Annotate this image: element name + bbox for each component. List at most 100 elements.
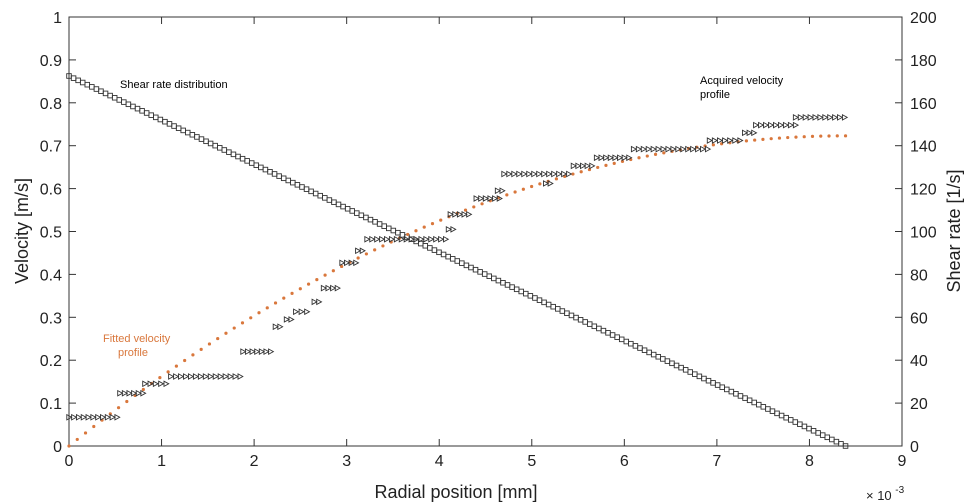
fitted-velocity-point bbox=[290, 291, 294, 296]
acquired-velocity-point bbox=[131, 389, 138, 397]
fitted-velocity-point bbox=[653, 152, 658, 157]
shear-rate-point bbox=[303, 186, 310, 192]
acquired-velocity-point bbox=[466, 210, 473, 218]
shear-rate-point bbox=[189, 132, 196, 138]
acquired-velocity-point bbox=[344, 259, 351, 267]
shear-rate-point bbox=[121, 99, 127, 105]
acquired-velocity-point bbox=[742, 129, 749, 137]
shear-rate-point bbox=[445, 253, 451, 260]
shear-rate-point bbox=[253, 162, 260, 168]
acquired-velocity-point bbox=[263, 348, 270, 355]
shear-rate-point bbox=[733, 391, 739, 397]
acquired-velocity-point bbox=[700, 145, 707, 153]
shear-rate-point bbox=[838, 441, 844, 447]
shear-rate-point bbox=[376, 221, 383, 227]
acquired-velocity-point bbox=[142, 380, 149, 388]
acquired-velocity-point bbox=[178, 373, 185, 380]
acquired-velocity-point bbox=[355, 247, 362, 255]
acquired-velocity-point bbox=[311, 298, 318, 306]
fitted-velocity-point bbox=[463, 208, 468, 212]
fitted-velocity-point bbox=[216, 336, 220, 341]
series-shear-rate bbox=[66, 73, 849, 449]
fitted-velocity-point bbox=[480, 202, 484, 206]
acquired-velocity-point bbox=[158, 380, 165, 388]
shear-rate-point bbox=[591, 323, 598, 330]
shear-rate-point bbox=[650, 351, 657, 358]
shear-rate-point bbox=[618, 336, 625, 343]
acquired-velocity-point bbox=[244, 348, 252, 355]
shear-rate-point bbox=[660, 356, 666, 362]
acquired-velocity-point bbox=[487, 195, 494, 202]
fitted-velocity-point bbox=[761, 137, 765, 141]
acquired-velocity-point bbox=[536, 170, 543, 178]
acquired-velocity-point bbox=[408, 235, 415, 243]
shear-rate-point bbox=[577, 317, 584, 323]
acquired-velocity-point bbox=[403, 235, 410, 243]
acquired-velocity-point bbox=[570, 162, 577, 170]
shear-rate-point bbox=[518, 288, 524, 295]
acquired-velocity-point bbox=[197, 373, 205, 380]
acquired-velocity-point bbox=[293, 308, 300, 316]
fitted-velocity-point bbox=[604, 163, 608, 167]
acquired-velocity-point bbox=[566, 170, 573, 178]
shear-rate-point bbox=[696, 373, 703, 380]
shear-rate-point bbox=[248, 160, 255, 166]
shear-rate-point bbox=[230, 151, 237, 158]
acquired-velocity-point bbox=[277, 323, 284, 331]
shear-rate-point bbox=[641, 347, 648, 353]
shear-rate-point bbox=[331, 199, 337, 205]
acquired-velocity-point bbox=[722, 137, 729, 144]
annotation-acquired-line1: Acquired velocity bbox=[700, 75, 784, 87]
shear-rate-point bbox=[664, 358, 671, 364]
y-tick-label: 0.6 bbox=[40, 182, 62, 199]
acquired-velocity-point bbox=[763, 121, 770, 129]
fitted-velocity-point bbox=[530, 184, 534, 189]
fitted-velocity-point bbox=[331, 269, 335, 273]
acquired-velocity-point bbox=[626, 154, 633, 162]
acquired-velocity-point bbox=[316, 298, 323, 306]
shear-rate-point bbox=[98, 88, 104, 94]
fitted-velocity-point bbox=[166, 370, 170, 374]
acquired-velocity-point bbox=[746, 129, 753, 137]
acquired-velocity-point bbox=[704, 145, 712, 153]
acquired-velocity-point bbox=[121, 389, 129, 397]
shear-rate-point bbox=[116, 97, 122, 103]
shear-rate-point bbox=[207, 140, 214, 147]
shear-rate-point bbox=[472, 266, 479, 273]
fitted-velocity-point bbox=[794, 135, 798, 139]
acquired-velocity-point bbox=[603, 154, 610, 162]
shear-rate-point bbox=[582, 319, 588, 325]
acquired-velocity-point bbox=[80, 413, 87, 421]
shear-rate-point bbox=[198, 136, 205, 142]
acquired-velocity-point bbox=[727, 137, 734, 144]
acquired-velocity-point bbox=[589, 162, 596, 170]
fitted-velocity-point bbox=[75, 437, 79, 442]
shear-rate-point bbox=[605, 330, 611, 336]
shear-rate-point bbox=[600, 327, 607, 334]
y2-tick-label: 180 bbox=[910, 53, 937, 70]
fitted-velocity-point bbox=[249, 316, 253, 320]
shear-rate-point bbox=[367, 216, 374, 223]
shear-rate-point bbox=[614, 334, 620, 340]
shear-rate-point bbox=[322, 195, 328, 201]
shear-rate-point bbox=[134, 105, 141, 112]
shear-rate-point bbox=[527, 293, 534, 299]
fitted-velocity-point bbox=[282, 296, 286, 300]
shear-rate-point bbox=[386, 225, 392, 232]
fitted-velocity-point bbox=[827, 134, 831, 138]
shear-rate-point bbox=[710, 380, 716, 386]
acquired-velocity-point bbox=[612, 154, 619, 162]
shear-rate-point bbox=[495, 277, 502, 284]
x-tick-label: 8 bbox=[805, 453, 814, 470]
shear-rate-point bbox=[632, 343, 639, 349]
y2-tick-label: 100 bbox=[910, 225, 937, 242]
acquired-velocity-point bbox=[452, 210, 459, 218]
acquired-velocity-point bbox=[546, 170, 553, 178]
shear-rate-point bbox=[477, 269, 483, 275]
y-tick-label: 0.5 bbox=[40, 225, 62, 242]
fitted-velocity-point bbox=[92, 424, 96, 429]
annotation-fitted-line2: profile bbox=[118, 347, 148, 359]
fitted-velocity-point bbox=[662, 151, 666, 155]
series-acquired-velocity bbox=[66, 114, 849, 421]
shear-rate-point bbox=[194, 134, 200, 140]
